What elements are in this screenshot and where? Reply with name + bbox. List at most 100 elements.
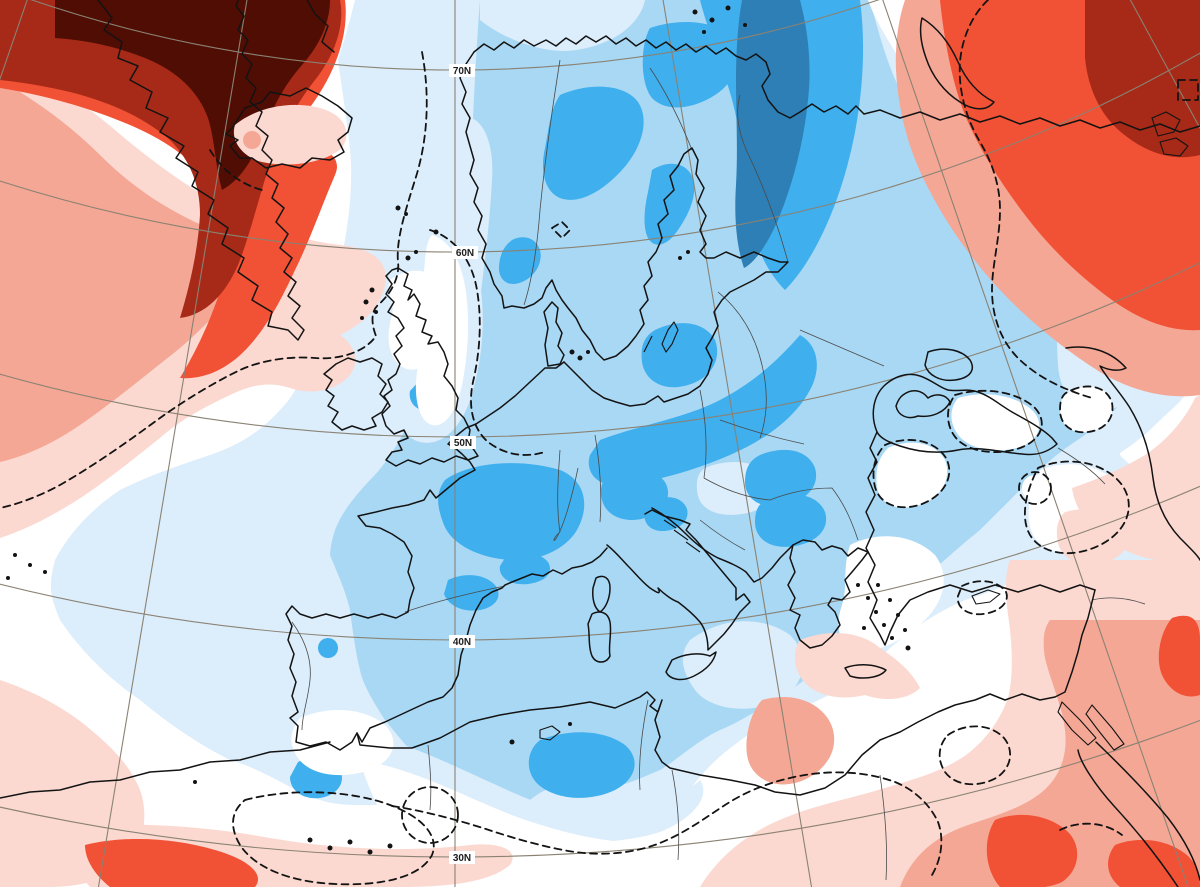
label-chip [452, 246, 478, 259]
coastline-red-sea [1077, 741, 1200, 887]
coastline-novaya-zemlya [919, 17, 995, 110]
label-chip [450, 436, 476, 449]
coastline-sicily [665, 651, 717, 681]
border-tunisia-libya [671, 769, 680, 861]
vivid-core-scandinavia [542, 86, 644, 200]
vivid-core-bulgaria [755, 494, 827, 547]
border-turkey-syria [1091, 597, 1146, 605]
border-ukraine-russia [799, 329, 885, 367]
white-south-iberia [291, 709, 394, 776]
coastline-corsica [592, 575, 611, 613]
label-text: 60N [456, 248, 474, 259]
zero-contour-anatolia [1024, 460, 1130, 555]
balearic-islands [509, 722, 572, 745]
red-south-spot1 [986, 814, 1078, 887]
coastline-arctic-russia [863, 109, 1200, 133]
coastline-black-sea [872, 373, 1058, 456]
coastline-greenland-northeast [306, 0, 335, 53]
label-text: 40N [453, 637, 471, 648]
vivid-core-norway-south [498, 237, 541, 285]
meridian-e2 [882, 0, 1189, 887]
zero-contour-atlantic [0, 51, 428, 509]
vivid-core-catalonia [444, 575, 499, 611]
atlantic-islands [6, 250, 690, 855]
coastline-gulf-of-aqaba [1085, 704, 1125, 751]
label-text: 50N [454, 438, 472, 449]
zero-contour-canaries-inner [401, 786, 459, 844]
coastline-iceland [225, 87, 353, 169]
salmon-iceland-spot [243, 131, 261, 149]
zero-contour-nile-delta [938, 725, 1011, 786]
coastline-continental-west [285, 361, 608, 751]
latitude-label-70n: 70N [449, 64, 475, 77]
zero-contour-africa [391, 771, 943, 876]
border-finland-russia [737, 94, 789, 263]
coastline-cyprus [971, 589, 1001, 605]
white-caspian-north [1060, 386, 1113, 433]
meridian-w1 [97, 0, 248, 887]
border-germany-poland [594, 434, 602, 523]
border-belarus-ukraine [719, 419, 805, 445]
country-borders [291, 59, 1146, 881]
latitude-label-40n: 40N [449, 635, 475, 648]
border-france-spain [404, 585, 506, 613]
border-libya-egypt [879, 774, 888, 881]
coastline-sardinia [587, 611, 612, 663]
maroon-greenland-core [55, 0, 330, 190]
coastline-caspian [1065, 346, 1200, 561]
zero-contour-anatolia-spot [1018, 471, 1052, 505]
coastline-crimea [895, 390, 951, 419]
zero-contour-ukraine [872, 439, 951, 509]
denmark-islands [569, 349, 590, 361]
white-scotland [388, 270, 447, 370]
border-balkans [699, 519, 746, 551]
vivid-core-slovenia [644, 497, 688, 532]
label-chip [449, 635, 475, 648]
coastline-greenland [97, 0, 305, 341]
coastline-levant-africa [356, 589, 1096, 796]
salmon-libya [746, 696, 835, 785]
vivid-core-algeria [528, 732, 635, 798]
latitude-label-50n: 50N [450, 436, 476, 449]
coastline-norway-west [459, 51, 789, 407]
coastline-morocco [0, 741, 331, 799]
border-spain-portugal [291, 621, 311, 731]
vivid-core-nw-spain [318, 638, 338, 658]
vivid-core-france [438, 463, 585, 561]
coastline-italy [606, 509, 751, 651]
label-chip [449, 851, 475, 864]
border-norway-sweden [523, 59, 561, 306]
zero-contour-southeast [1059, 822, 1123, 836]
border-baltics-russia [717, 291, 767, 439]
vivid-core-baltic-sea [641, 323, 718, 388]
salmon-atlantic [0, 80, 289, 462]
salmon-southeast [900, 620, 1200, 887]
border-algeria-tunisia [639, 699, 649, 791]
coastline-gotland [661, 321, 679, 353]
coastline-fennoscandia [473, 35, 865, 119]
zero-contour-iceland [209, 149, 263, 191]
meridian-e1 [662, 0, 813, 887]
pale-pocket-arctic [480, 0, 645, 51]
coastline-ireland [323, 357, 389, 431]
border-carpathia [703, 477, 859, 541]
vivid-core-poland-belarus [588, 335, 817, 486]
zero-contour-canaries-outer [232, 791, 435, 886]
border-sweden-finland [649, 67, 693, 151]
zero-contour-black-sea [947, 389, 1043, 453]
pale-pocket-ionian [682, 621, 803, 709]
latitude-label-60n: 60N [452, 246, 478, 259]
vivid-core-gulf-of-lion [499, 553, 550, 585]
dark-core-barents [735, 0, 810, 268]
coastline-gulf-of-suez [1057, 701, 1097, 746]
coastline-greece [787, 539, 869, 649]
white-ukraine [876, 442, 948, 508]
zero-contour-cyprus [956, 580, 1008, 616]
coastline-turkey-west [865, 431, 1096, 646]
white-aegean [838, 536, 944, 651]
